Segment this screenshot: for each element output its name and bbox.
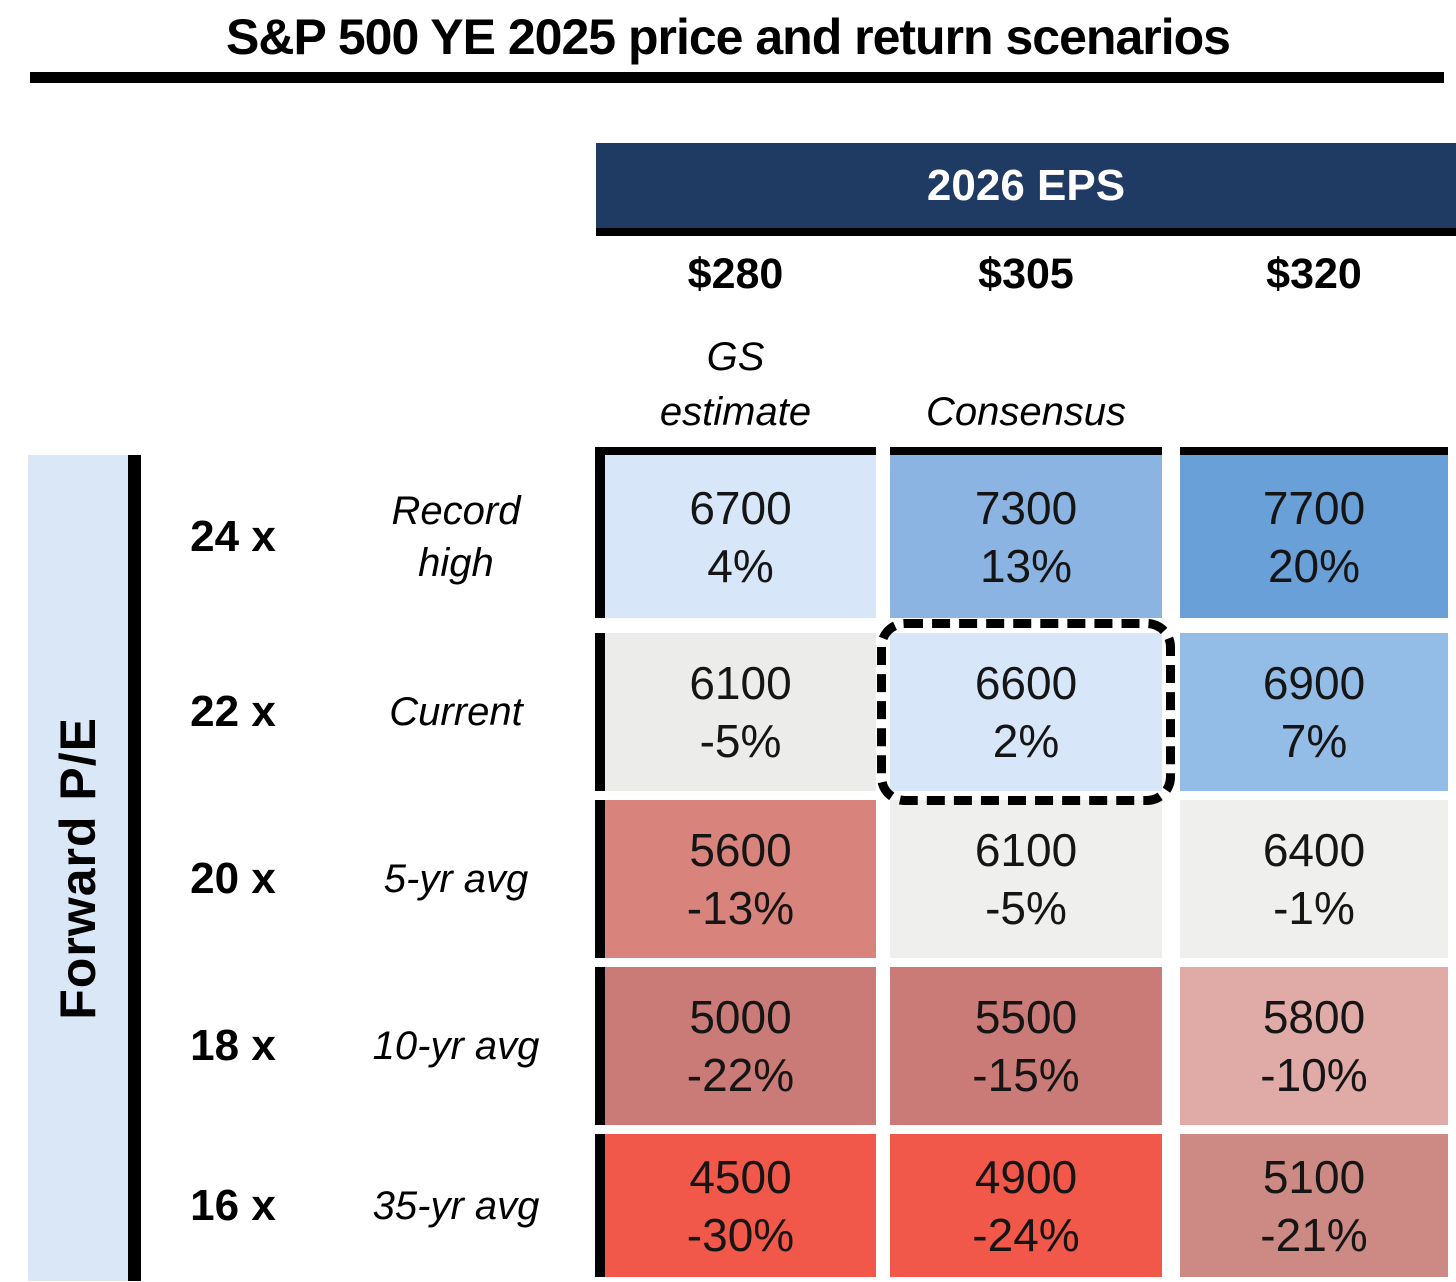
row-label-pe-22x: 22 x [190, 687, 276, 736]
cell-return: 13% [979, 539, 1073, 592]
row-context-current: Current [389, 690, 523, 734]
title-underline [30, 72, 1444, 83]
eps-column-header-320: $320 [1266, 249, 1362, 298]
matrix-cell: 6100 -5% [890, 800, 1162, 958]
row-label-pe-20x: 20 x [190, 854, 276, 903]
forward-pe-axis-label: Forward P/E [50, 716, 106, 1020]
row-context-5yr-avg: 5-yr avg [383, 857, 529, 901]
cell-price: 6600 [974, 657, 1078, 709]
cell-return: -5% [985, 882, 1067, 934]
cell-return: -30% [686, 1208, 795, 1261]
matrix-cell: 4900 -24% [890, 1134, 1162, 1277]
eps-banner-label: 2026 EPS [926, 160, 1126, 210]
cell-return: 2% [992, 715, 1060, 767]
row-context-35yr-avg: 35-yr avg [372, 1183, 540, 1228]
cell-return: -22% [686, 1049, 795, 1101]
column-note-gs-estimate: GS estimate [659, 335, 812, 434]
row-context-record-high: Record high [391, 488, 521, 585]
cell-price: 4900 [974, 1150, 1078, 1203]
matrix-cell-highlighted: 6600 2% [890, 633, 1162, 791]
matrix-cell: 6400 -1% [1180, 800, 1448, 958]
cell-price: 5000 [689, 991, 792, 1043]
matrix-cell: 4500 -30% [595, 1134, 876, 1277]
matrix-cell: 5000 -22% [595, 967, 876, 1125]
matrix-cell: 6700 4% [595, 447, 876, 618]
row-label-pe-16x: 16 x [190, 1180, 276, 1230]
matrix-cell: 7700 20% [1180, 447, 1448, 618]
cell-price: 6900 [1262, 657, 1366, 709]
matrix-cell: 5100 -21% [1180, 1134, 1448, 1277]
cell-price: 6100 [974, 824, 1078, 876]
column-note-consensus: Consensus [925, 390, 1127, 434]
forward-pe-band: Forward P/E [28, 455, 128, 1281]
cell-price: 6400 [1262, 824, 1366, 876]
chart-title: S&P 500 YE 2025 price and return scenari… [226, 9, 1231, 65]
cell-return: -5% [699, 715, 782, 767]
eps-column-header-305: $305 [978, 249, 1074, 298]
cell-price: 7300 [974, 481, 1078, 534]
cell-return: -13% [686, 882, 795, 934]
cell-price: 5100 [1262, 1150, 1366, 1203]
row-label-pe-18x: 18 x [190, 1021, 276, 1070]
vertical-axis-line [128, 455, 141, 1281]
cell-price: 5800 [1262, 991, 1366, 1043]
matrix-cell: 5800 -10% [1180, 967, 1448, 1125]
matrix-cell: 5500 -15% [890, 967, 1162, 1125]
cell-return: -15% [972, 1049, 1080, 1101]
cell-return: 20% [1267, 539, 1361, 592]
matrix-cell: 6900 7% [1180, 633, 1448, 791]
cell-return: -21% [1260, 1208, 1368, 1261]
matrix-cell: 7300 13% [890, 447, 1162, 618]
eps-column-header-280: $280 [687, 249, 784, 298]
row-context-10yr-avg: 10-yr avg [372, 1024, 540, 1068]
cell-return: 7% [1280, 715, 1348, 767]
cell-price: 7700 [1262, 481, 1366, 534]
matrix-cell: 5600 -13% [595, 800, 876, 958]
cell-price: 4500 [689, 1150, 792, 1203]
row-label-pe-24x: 24 x [190, 511, 276, 561]
cell-return: -10% [1260, 1049, 1368, 1101]
cell-return: -1% [1273, 882, 1355, 934]
cell-return: 4% [707, 539, 774, 592]
eps-banner: 2026 EPS [596, 143, 1456, 236]
cell-return: -24% [972, 1208, 1080, 1261]
cell-price: 6100 [689, 657, 792, 709]
cell-price: 6700 [689, 481, 792, 534]
cell-price: 5500 [974, 991, 1078, 1043]
matrix-cell: 6100 -5% [595, 633, 876, 791]
cell-price: 5600 [689, 824, 792, 876]
